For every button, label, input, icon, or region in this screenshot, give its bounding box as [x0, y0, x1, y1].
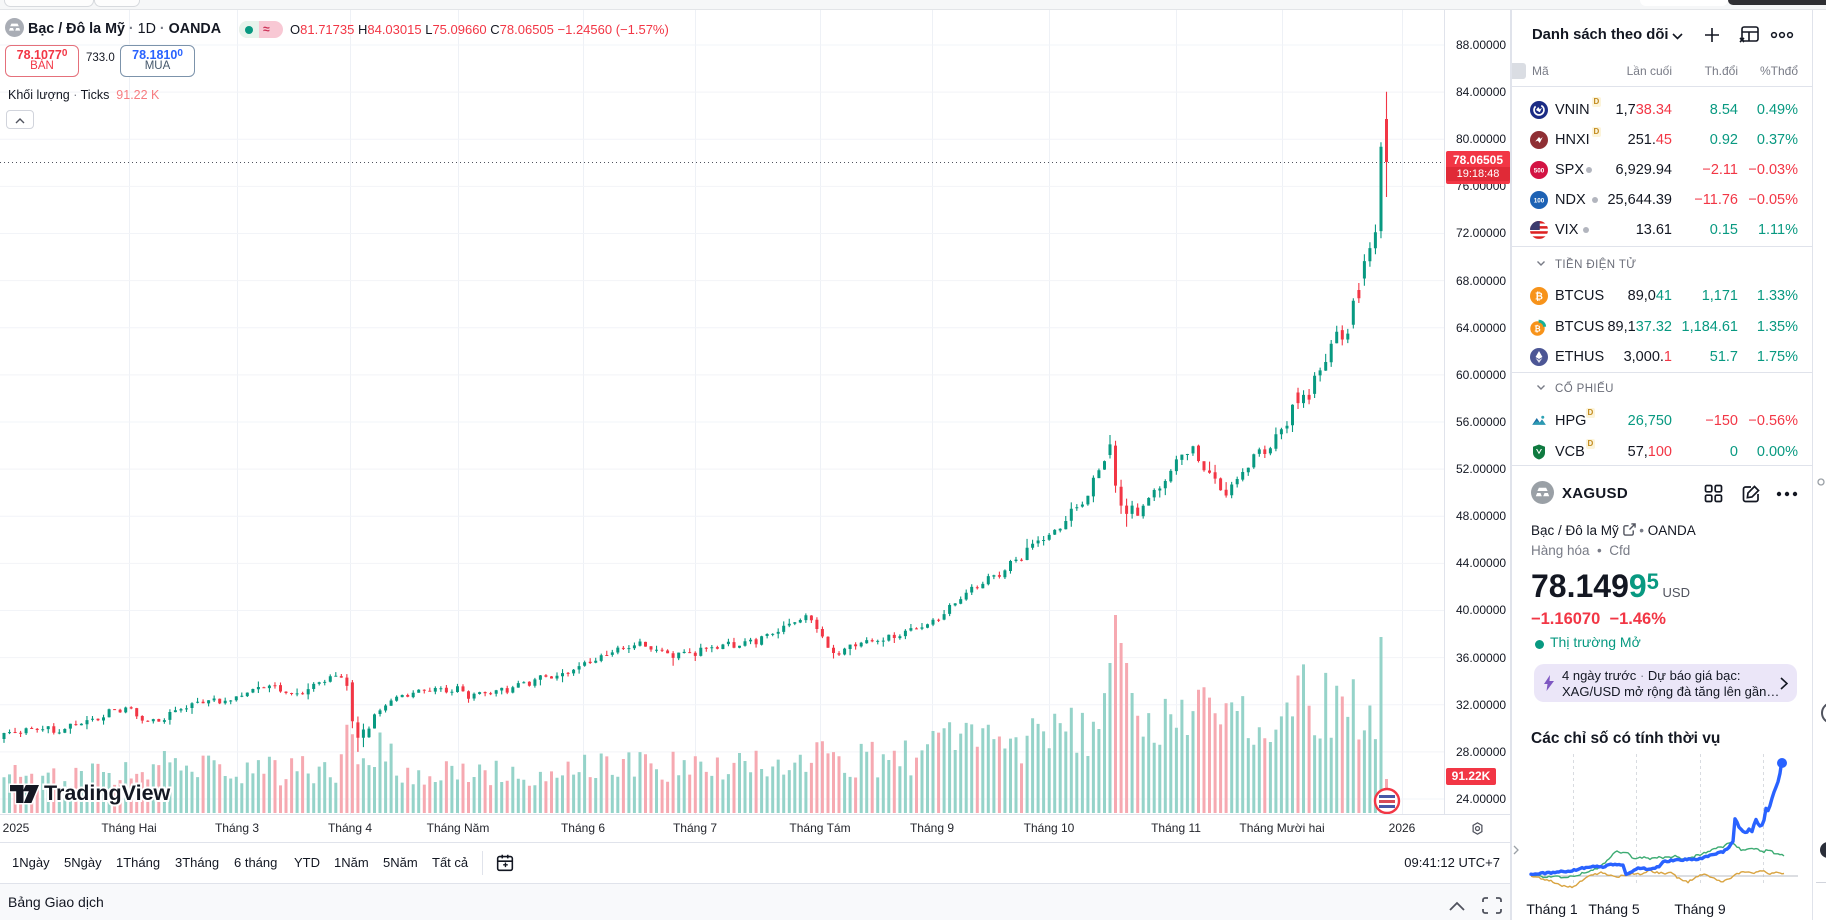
svg-text:500: 500 [1534, 168, 1545, 175]
svg-text:₿: ₿ [1534, 325, 1541, 334]
svg-text:TradingView: TradingView [44, 781, 171, 805]
svg-text:₿: ₿ [1535, 291, 1543, 302]
svg-text:100: 100 [1534, 198, 1545, 205]
